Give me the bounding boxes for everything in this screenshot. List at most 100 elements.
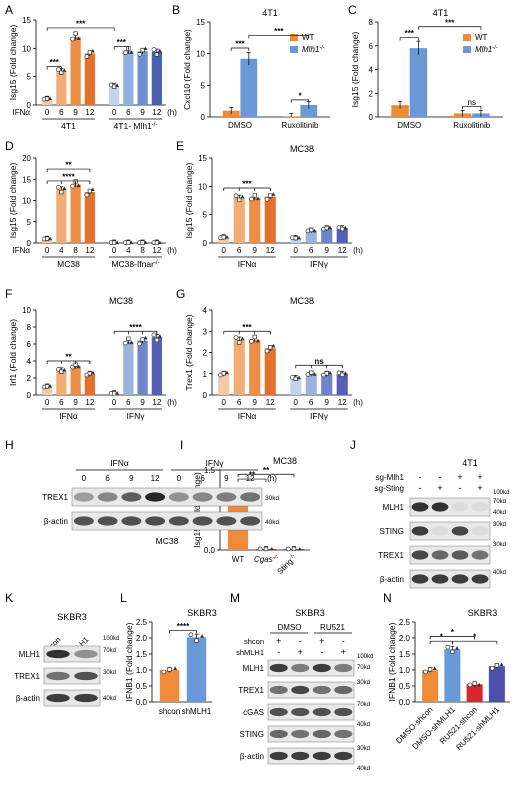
data-point	[140, 240, 145, 245]
blot-band	[451, 574, 469, 584]
blot-band	[471, 574, 489, 584]
data-point	[312, 372, 317, 376]
data-point	[157, 334, 162, 338]
data-point	[143, 46, 148, 51]
blot-band	[411, 502, 429, 512]
x-tick-label: Cgas-/-	[254, 555, 278, 564]
x-tick-label: 6	[59, 108, 64, 117]
bar	[84, 192, 96, 243]
data-point	[454, 646, 459, 650]
significance-label: ***	[242, 323, 252, 332]
blot-band	[46, 649, 70, 659]
x-tick-label: 9	[73, 108, 78, 117]
significance-label: ***	[235, 39, 245, 48]
blot-band	[334, 663, 353, 673]
data-point	[293, 376, 298, 381]
y-tick-label: 5	[203, 211, 208, 220]
x-tick-label: 9	[253, 398, 258, 407]
data-point	[291, 546, 297, 552]
blot-strip	[267, 659, 355, 677]
blot-row-label: cGAS	[243, 708, 264, 717]
y-tick-label: 15	[196, 18, 205, 27]
data-point	[161, 669, 167, 675]
blot-band	[97, 516, 118, 526]
blot-band	[334, 751, 353, 761]
blot-sign: +	[477, 472, 482, 482]
data-point	[477, 682, 482, 687]
blot-band	[312, 751, 331, 761]
blot-row-label: TREX1	[14, 672, 40, 681]
bar	[70, 366, 81, 395]
data-point	[70, 36, 76, 42]
chart-e: 0 5 10 15 Isg15 (Fold change) 0 6 9 12 0 6 9 12 (h) IF…	[184, 144, 363, 269]
data-point	[340, 372, 345, 377]
x-tick-label: 0	[222, 246, 227, 255]
blot-sign: +	[298, 647, 303, 657]
blot-row-label: MLH1	[243, 664, 265, 673]
data-point	[249, 339, 254, 344]
y-tick-label: 8	[27, 323, 32, 332]
significance-label: ****	[129, 323, 142, 332]
chart-c: 0 2 4 6 8 Isg15 (Fold change) DMSO Ruxolitinib 4…	[350, 8, 503, 130]
group-label: 4T1- Mlh1-/-	[114, 121, 158, 131]
blot-band	[291, 685, 310, 695]
panel-letter-c: C	[348, 3, 357, 17]
data-point	[324, 371, 329, 376]
legend-swatch	[290, 46, 298, 53]
significance-label: ****	[62, 172, 75, 181]
bar	[218, 373, 230, 395]
y-axis-label: Isg15 (Fold change)	[8, 163, 18, 239]
blot-band	[411, 526, 429, 536]
y-axis-label: Isg15 (Fold change)	[8, 25, 18, 101]
legend-label: Mlh1-/-	[475, 45, 498, 54]
blot-row-label: TREX1	[42, 493, 68, 502]
blot-sign: -	[419, 472, 422, 482]
x-unit: (h)	[353, 246, 363, 255]
panel-letter-l: L	[120, 591, 127, 605]
bar	[108, 85, 120, 105]
blot-band	[312, 663, 331, 673]
bar	[264, 348, 276, 395]
blot-sign: -	[459, 483, 462, 493]
x-tick-label: 9	[325, 398, 330, 407]
y-tick-label: 4	[369, 66, 374, 75]
data-point	[70, 183, 76, 189]
significance-label: ***	[445, 18, 455, 27]
data-point	[76, 36, 81, 40]
data-point	[268, 345, 273, 350]
x-tick-label: 6	[59, 398, 64, 407]
blot-band	[431, 526, 449, 536]
blot-band	[471, 550, 489, 560]
x-tick-label: 0	[222, 398, 227, 407]
significance-label: *	[473, 633, 477, 642]
blot-strip	[409, 521, 491, 541]
bar	[233, 339, 245, 395]
data-point	[111, 240, 117, 245]
y-tick-label: 5	[27, 73, 32, 82]
y-tick-label: 2.5	[399, 618, 411, 627]
y-tick-label: 6	[369, 42, 374, 51]
label-superscript: -/-	[319, 45, 324, 51]
y-tick-label: 0	[203, 239, 208, 248]
x-tick-label: 6	[237, 246, 242, 255]
y-tick-label: 0	[203, 391, 208, 400]
data-point	[90, 187, 95, 192]
x-tick-label: 9	[140, 398, 145, 407]
blot-lane-label: 6	[105, 474, 110, 483]
data-point	[221, 371, 226, 376]
blot-row-label: STING	[380, 527, 404, 536]
blot-treatment: IFNγ	[206, 458, 225, 468]
blot-band	[312, 729, 331, 739]
blot-band	[411, 574, 429, 584]
data-point	[293, 236, 298, 241]
data-point	[167, 667, 172, 672]
y-tick-label: 2.5	[136, 618, 148, 627]
data-point	[62, 367, 67, 372]
blot-band	[97, 492, 118, 502]
x-tick-label: 12	[152, 246, 161, 255]
bar	[240, 58, 258, 117]
bar	[84, 373, 96, 395]
chart-title: MC38	[109, 296, 133, 306]
